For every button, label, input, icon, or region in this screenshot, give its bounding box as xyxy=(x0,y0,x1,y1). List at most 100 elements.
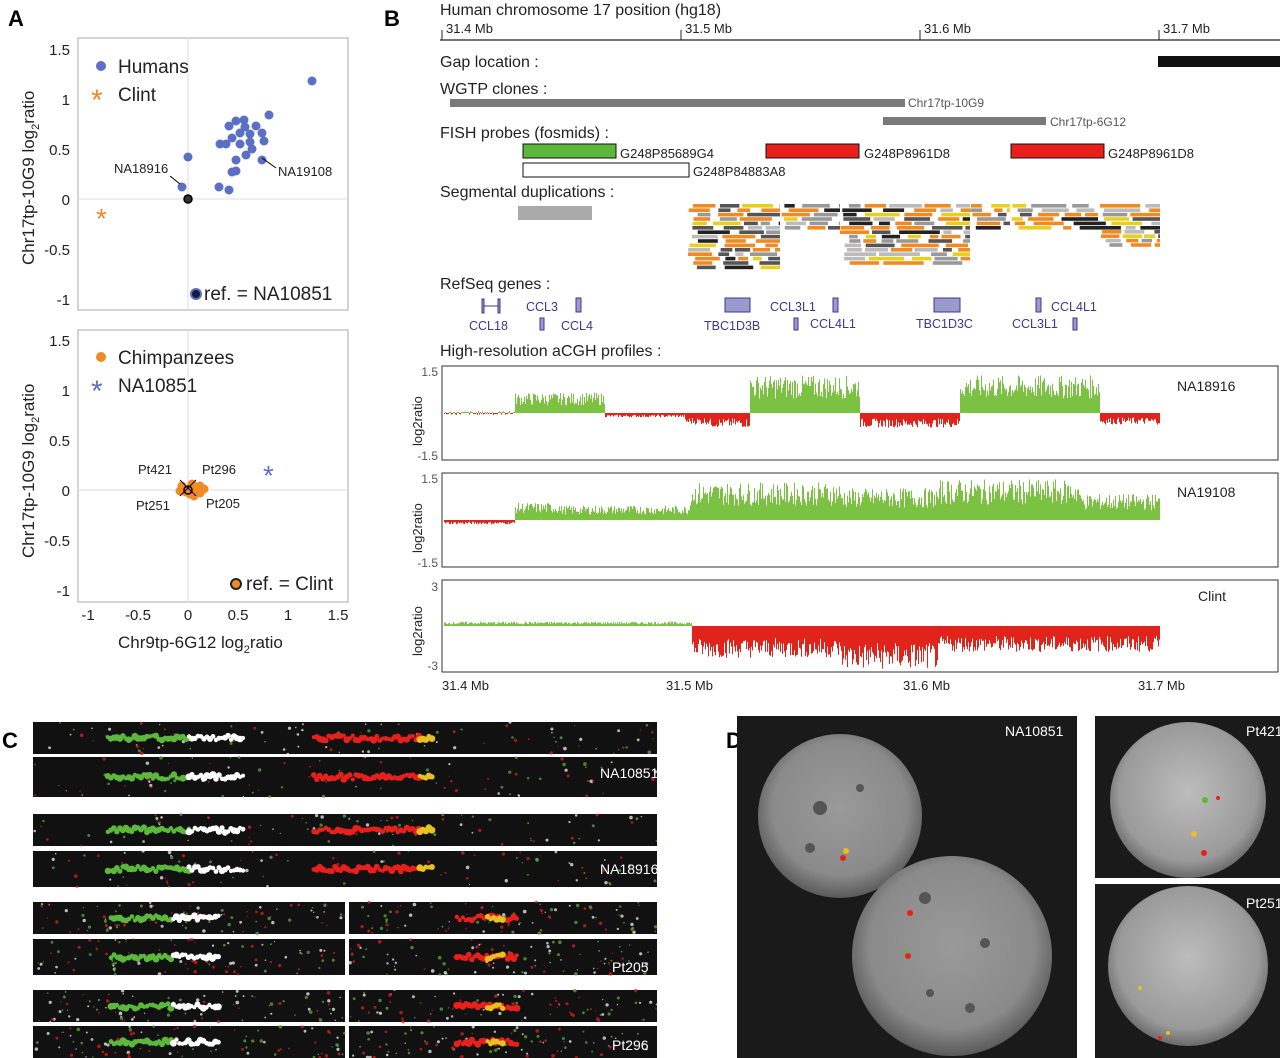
xtick: 1 xyxy=(284,607,292,624)
human-point xyxy=(224,185,234,195)
legend-na10851-asterisk: * xyxy=(91,375,103,408)
ruler-tick-label: 31.6 Mb xyxy=(924,21,971,36)
label-leader xyxy=(169,175,181,185)
fish-probe-red xyxy=(1010,143,1105,159)
chimp-point xyxy=(175,486,185,496)
human-point xyxy=(264,110,274,120)
fiber-sample-label: NA10851 xyxy=(600,765,659,781)
ruler-title: Human chromosome 17 position (hg18) xyxy=(440,2,721,19)
fiber-sample-label: Pt205 xyxy=(612,959,649,975)
human-point xyxy=(231,116,241,126)
human-point xyxy=(245,137,255,147)
human-point xyxy=(235,128,245,138)
ytick: 0.5 xyxy=(49,142,70,159)
wgtp-clone-bar xyxy=(883,117,1046,125)
legend-na10851: NA10851 xyxy=(118,376,197,397)
ytick: -1 xyxy=(57,292,70,309)
panel-b-letter: B xyxy=(384,6,400,31)
xtick: 0 xyxy=(184,607,192,624)
ref-marker xyxy=(230,578,242,590)
human-point xyxy=(247,144,257,154)
profile-ymax: 3 xyxy=(431,580,438,594)
human-point xyxy=(214,182,224,192)
fish-probe-label: G248P8961D8 xyxy=(1108,146,1194,161)
segmental-duplications xyxy=(518,204,1160,270)
bottom-tick-label: 31.5 Mb xyxy=(666,678,713,693)
interphase-sample-label: NA10851 xyxy=(1005,723,1064,739)
human-point xyxy=(257,155,267,165)
point-label-na19108: NA19108 xyxy=(278,164,332,179)
ytick: -0.5 xyxy=(44,533,70,550)
refseq-genes: CCL18 CCL3 CCL4 TBC1D3B CCL3L1 CCL4L1 TB… xyxy=(469,297,1097,333)
gene-label: TBC1D3B xyxy=(704,319,760,333)
human-point xyxy=(183,152,193,162)
xtick: -0.5 xyxy=(125,607,151,624)
panel-d: D NA10851 Pt421 Pt251 xyxy=(726,716,1280,1058)
human-point xyxy=(224,121,234,131)
profile-sample-label: Clint xyxy=(1198,588,1226,604)
legend-humans-dot xyxy=(96,61,106,71)
human-point xyxy=(177,182,187,192)
point-label-pt296: Pt296 xyxy=(202,462,236,477)
gene-label: CCL3 xyxy=(526,300,558,314)
ref-marker xyxy=(190,288,202,300)
label-leader xyxy=(179,479,197,497)
human-point xyxy=(251,121,261,131)
fish-probe-label: G248P8961D8 xyxy=(864,146,950,161)
gene-label: CCL18 xyxy=(469,319,508,333)
nucleus xyxy=(852,856,1052,1056)
bottom-tick-label: 31.7 Mb xyxy=(1138,678,1185,693)
bottom-tick-label: 31.4 Mb xyxy=(442,678,489,693)
gene-label: CCL3L1 xyxy=(770,300,816,314)
xtick: 1.5 xyxy=(328,607,349,624)
acgh-profile-na18916: 1.5 -1.5 log2ratio NA18916 xyxy=(410,365,1279,463)
point-label-pt421: Pt421 xyxy=(138,462,172,477)
acgh-profile-clint: 3 -3 log2ratio Clint xyxy=(410,579,1279,673)
point-label-na18916: NA18916 xyxy=(114,161,168,176)
human-point xyxy=(307,76,317,86)
legend-humans: Humans xyxy=(118,57,189,78)
gene-label: CCL4 xyxy=(561,319,593,333)
human-point xyxy=(239,115,249,125)
ytick: 1.5 xyxy=(49,42,70,59)
profile-ymin: -1.5 xyxy=(417,556,438,570)
wgtp-clone-label: Chr17tp-6G12 xyxy=(1050,115,1126,129)
track-fish-label: FISH probes (fosmids) : xyxy=(440,125,609,142)
profile-ylabel: log2ratio xyxy=(410,396,425,446)
ytick: 0.5 xyxy=(49,433,70,450)
scatter-bottom-frame xyxy=(77,329,349,603)
reference-point xyxy=(183,194,193,204)
interphase-sample-label: Pt251 xyxy=(1246,895,1280,911)
fish-probe-red xyxy=(765,143,860,159)
label-leader xyxy=(261,157,277,169)
profile-ylabel: log2ratio xyxy=(410,606,425,656)
gene-label: CCL4L1 xyxy=(1051,300,1097,314)
ruler-ticks: 31.4 Mb 31.5 Mb 31.6 Mb 31.7 Mb xyxy=(441,21,1210,40)
fish-probe-white xyxy=(522,162,690,178)
legend-clint: Clint xyxy=(118,85,157,106)
human-point xyxy=(231,166,241,176)
bottom-axis-ticks: 31.4 Mb 31.5 Mb 31.6 Mb 31.7 Mb xyxy=(442,678,1185,693)
fiber-sample-label: Pt296 xyxy=(612,1037,649,1053)
ref-label-bottom: ref. = Clint xyxy=(246,574,334,595)
panel-c-letter: C xyxy=(2,728,18,753)
wgtp-clone-bar xyxy=(450,99,905,107)
legend-chimpanzees: Chimpanzees xyxy=(118,348,234,369)
scatter-bottom-xlabel: Chr9tp-6G12 log2ratio xyxy=(118,633,283,656)
ytick: 0 xyxy=(62,192,70,209)
human-point xyxy=(227,133,237,143)
human-point xyxy=(241,150,251,160)
scatter-top-yticks: 1.5 1 0.5 0 -0.5 -1 xyxy=(44,42,70,309)
nucleus xyxy=(1108,886,1268,1046)
track-gap-label: Gap location : xyxy=(440,54,539,71)
panel-b: B Human chromosome 17 position (hg18) 31… xyxy=(384,2,1280,693)
fish-probe-green xyxy=(522,143,617,159)
xtick: 0.5 xyxy=(228,607,249,624)
legend-clint-asterisk: * xyxy=(91,84,103,117)
profile-sample-label: NA19108 xyxy=(1177,484,1236,500)
gene-label: CCL3L1 xyxy=(1012,317,1058,331)
scatter-bottom-ylabel: Chr17tp-10G9 log2ratio xyxy=(19,384,42,558)
human-point xyxy=(231,155,241,165)
chimp-point xyxy=(195,488,205,498)
gap-bar xyxy=(1158,56,1280,67)
